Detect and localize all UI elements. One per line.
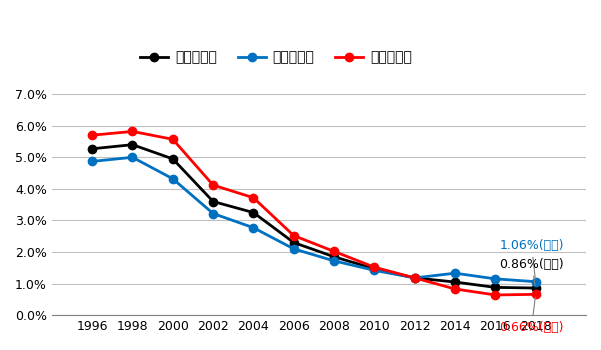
女子中学生 — [88, 133, 96, 137]
中学生全体 — [451, 280, 459, 284]
Line: 女子中学生: 女子中学生 — [88, 127, 540, 299]
中学生全体 — [250, 210, 257, 215]
中学生全体 — [331, 255, 338, 259]
男子中学生 — [210, 211, 217, 216]
女子中学生 — [492, 293, 499, 297]
中学生全体 — [532, 286, 539, 290]
男子中学生 — [88, 159, 96, 163]
女子中学生 — [250, 196, 257, 200]
中学生全体 — [210, 199, 217, 204]
Text: 0.86%(全体): 0.86%(全体) — [499, 258, 564, 285]
男子中学生 — [371, 268, 378, 272]
女子中学生 — [210, 183, 217, 187]
中学生全体 — [290, 240, 297, 245]
女子中学生 — [532, 292, 539, 296]
男子中学生 — [169, 177, 177, 181]
中学生全体 — [371, 267, 378, 271]
中学生全体 — [88, 147, 96, 151]
中学生全体 — [169, 157, 177, 161]
女子中学生 — [169, 137, 177, 141]
男子中学生 — [411, 276, 418, 280]
Legend: 中学生全体, 男子中学生, 女子中学生: 中学生全体, 男子中学生, 女子中学生 — [135, 45, 418, 70]
男子中学生 — [451, 271, 459, 275]
中学生全体 — [492, 285, 499, 289]
男子中学生 — [290, 247, 297, 251]
男子中学生 — [250, 226, 257, 230]
中学生全体 — [129, 142, 136, 147]
Line: 男子中学生: 男子中学生 — [88, 153, 540, 286]
Text: 1.06%(男子): 1.06%(男子) — [499, 239, 564, 279]
男子中学生 — [532, 280, 539, 284]
女子中学生 — [451, 287, 459, 291]
女子中学生 — [411, 276, 418, 280]
男子中学生 — [331, 259, 338, 263]
女子中学生 — [371, 265, 378, 269]
女子中学生 — [290, 233, 297, 238]
男子中学生 — [492, 277, 499, 281]
男子中学生 — [129, 155, 136, 159]
女子中学生 — [129, 129, 136, 133]
Line: 中学生全体: 中学生全体 — [88, 140, 540, 292]
Text: 0.66%(女子): 0.66%(女子) — [499, 297, 564, 334]
中学生全体 — [411, 276, 418, 280]
女子中学生 — [331, 249, 338, 253]
